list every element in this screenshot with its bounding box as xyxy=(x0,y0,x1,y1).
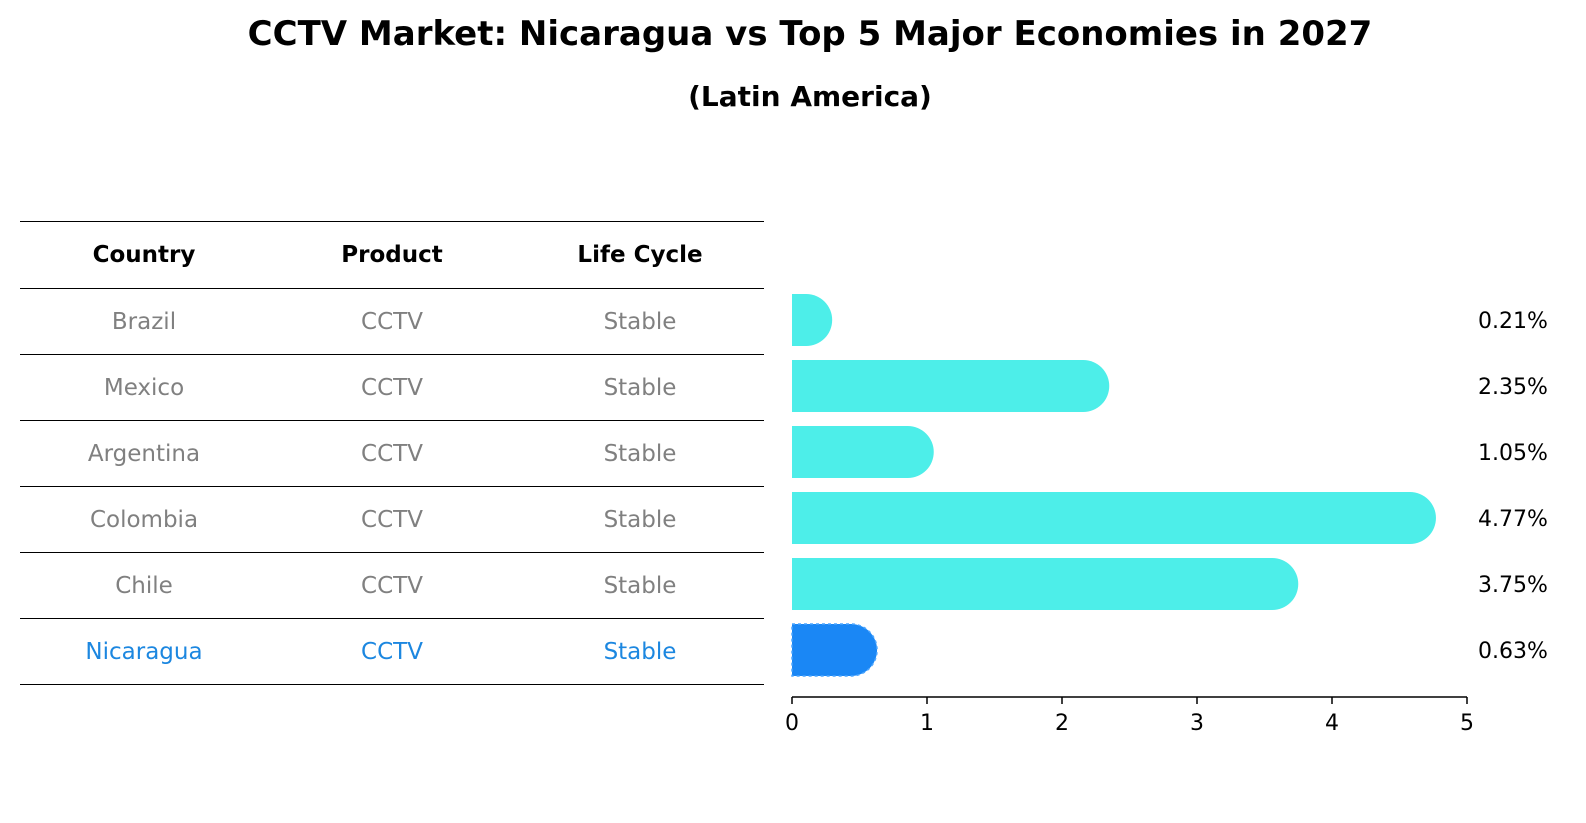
chart-title: CCTV Market: Nicaragua vs Top 5 Major Ec… xyxy=(247,14,1373,54)
life-cycle-cell: Stable xyxy=(603,374,677,401)
table-row-highlight: Nicaragua CCTV Stable xyxy=(20,619,764,685)
life-cycle-cell: Stable xyxy=(603,572,677,599)
bar-argentina xyxy=(792,426,934,478)
country-cell: Colombia xyxy=(89,506,199,533)
country-cell: Chile xyxy=(115,572,173,599)
x-tick-label: 5 xyxy=(1460,711,1474,736)
value-label: 2.35% xyxy=(1478,375,1548,400)
bar-mexico xyxy=(792,360,1110,412)
product-cell: CCTV xyxy=(361,374,423,401)
table-header-row: Country Product Life Cycle xyxy=(20,221,764,289)
value-label: 0.63% xyxy=(1478,639,1548,664)
life-cycle-cell: Stable xyxy=(603,506,677,533)
product-cell: CCTV xyxy=(361,440,423,467)
country-cell: Nicaragua xyxy=(85,638,203,665)
product-cell: CCTV xyxy=(361,572,423,599)
life-cycle-cell: Stable xyxy=(603,638,677,665)
country-cell: Argentina xyxy=(87,440,201,467)
table-row: Chile CCTV Stable xyxy=(20,553,764,619)
value-label: 1.05% xyxy=(1478,441,1548,466)
country-cell: Mexico xyxy=(103,374,185,401)
life-cycle-cell: Stable xyxy=(603,440,677,467)
x-tick-label: 3 xyxy=(1190,711,1204,736)
value-label: 4.77% xyxy=(1478,507,1548,532)
country-cell: Brazil xyxy=(111,308,177,335)
chart-subtitle: (Latin America) xyxy=(688,80,932,113)
table-row: Argentina CCTV Stable xyxy=(20,421,764,487)
x-tick-label: 0 xyxy=(785,711,799,736)
x-tick-label: 2 xyxy=(1055,711,1069,736)
table-row: Brazil CCTV Stable xyxy=(20,289,764,355)
value-label: 0.21% xyxy=(1478,309,1548,334)
bar-colombia xyxy=(792,492,1436,544)
product-cell: CCTV xyxy=(361,506,423,533)
bar-nicaragua xyxy=(791,623,878,677)
bar-chile xyxy=(792,558,1299,610)
x-tick-label: 4 xyxy=(1325,711,1339,736)
life-cycle-cell: Stable xyxy=(603,308,677,335)
header-country: Country xyxy=(92,242,196,268)
product-cell: CCTV xyxy=(361,308,423,335)
header-life-cycle: Life Cycle xyxy=(577,242,703,268)
x-tick-label: 1 xyxy=(920,711,934,736)
table-row: Mexico CCTV Stable xyxy=(20,355,764,421)
table-row: Colombia CCTV Stable xyxy=(20,487,764,553)
header-product: Product xyxy=(341,242,443,268)
value-label: 3.75% xyxy=(1478,573,1548,598)
bar-brazil xyxy=(792,294,833,346)
data-table: Country Product Life Cycle Brazil CCTV S… xyxy=(20,221,764,685)
product-cell: CCTV xyxy=(361,638,423,665)
